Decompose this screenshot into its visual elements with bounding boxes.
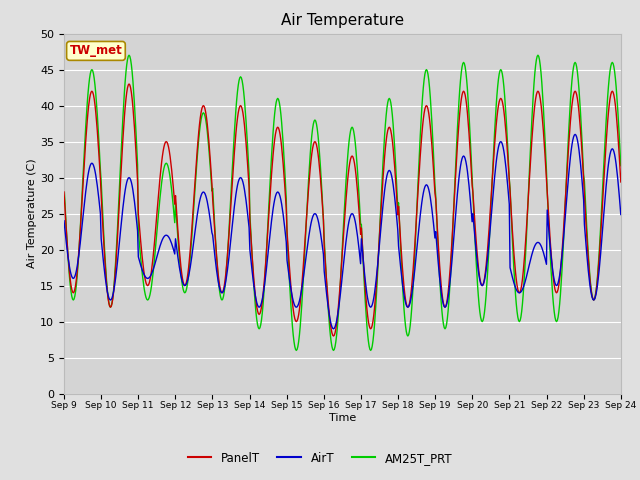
AM25T_PRT [185,271,193,277]
Line: AM25T_PRT: AM25T_PRT [64,55,621,350]
PanelT [60,189,68,195]
Y-axis label: Air Temperature (C): Air Temperature (C) [28,159,37,268]
PanelT [617,179,625,185]
AM25T_PRT [617,163,625,168]
AM25T_PRT [70,296,78,302]
Title: Air Temperature: Air Temperature [281,13,404,28]
Line: AirT: AirT [64,134,621,329]
AirT [70,275,78,281]
AirT [572,132,579,137]
PanelT [330,333,337,339]
AirT [127,180,135,185]
AM25T_PRT [60,182,68,188]
Legend: PanelT, AirT, AM25T_PRT: PanelT, AirT, AM25T_PRT [183,447,457,469]
AirT [428,200,435,205]
AirT [330,326,337,332]
AM25T_PRT [125,52,133,58]
AirT [60,218,68,224]
PanelT [128,96,136,102]
AM25T_PRT [214,274,222,280]
PanelT [214,271,222,276]
AirT [411,266,419,272]
AirT [214,273,221,279]
PanelT [428,142,436,148]
AM25T_PRT [128,69,136,75]
X-axis label: Time: Time [329,413,356,423]
Line: PanelT: PanelT [64,84,621,336]
PanelT [125,81,133,87]
PanelT [412,229,419,235]
Text: TW_met: TW_met [70,44,122,58]
AirT [617,212,625,217]
AM25T_PRT [428,119,436,125]
PanelT [185,264,193,270]
AM25T_PRT [412,234,419,240]
PanelT [70,289,78,295]
AM25T_PRT [292,348,300,353]
AirT [184,276,192,282]
